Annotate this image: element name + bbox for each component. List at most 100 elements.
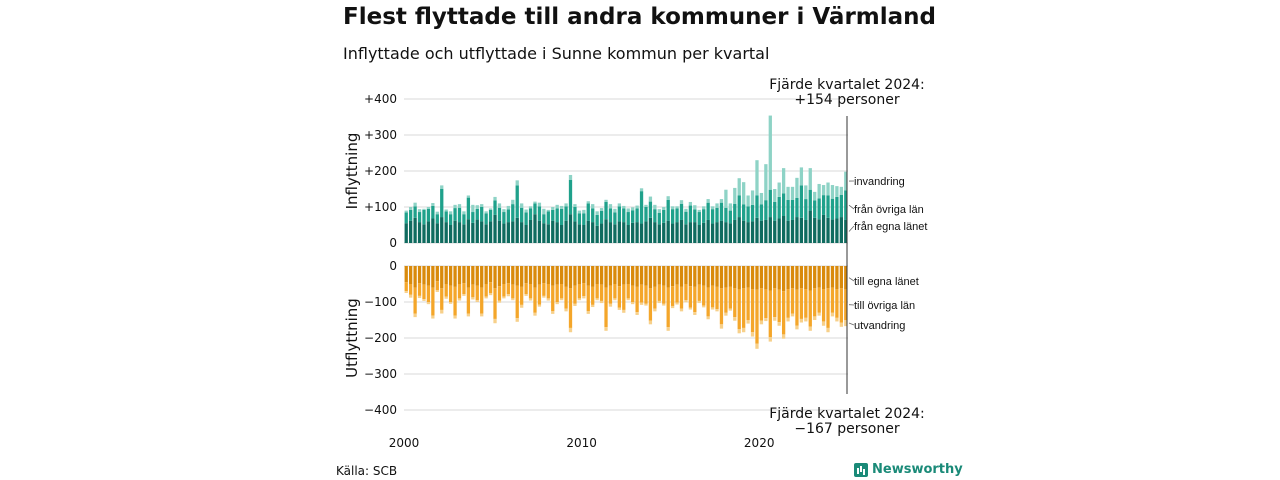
bar-segment	[484, 211, 488, 214]
bar-segment	[440, 266, 444, 289]
bar-segment	[582, 225, 586, 243]
bar-segment	[693, 222, 697, 243]
bar-segment	[511, 204, 515, 222]
bar-segment	[568, 288, 573, 328]
bar-segment	[524, 266, 528, 284]
bar-segment	[648, 217, 653, 243]
bar-segment	[844, 171, 848, 191]
brand-logo: Newsworthy	[854, 462, 963, 477]
bar-segment	[773, 266, 777, 289]
bar-segment	[409, 220, 413, 243]
bar-segment	[662, 266, 666, 286]
bar-segment	[568, 180, 573, 215]
bar-segment	[493, 266, 497, 289]
bar-segment	[404, 223, 408, 243]
bar-segment	[808, 290, 812, 327]
bar-segment	[604, 266, 608, 288]
bar-segment	[755, 160, 759, 196]
bar-segment	[466, 195, 471, 198]
bar-segment	[591, 266, 595, 287]
bar-segment	[542, 208, 546, 215]
bar-segment	[715, 266, 719, 287]
bar-segment	[462, 283, 466, 295]
bar-segment	[639, 266, 644, 285]
bar-segment	[648, 266, 653, 289]
bar-segment	[795, 289, 799, 326]
bar-segment	[724, 222, 728, 243]
bar-segment	[506, 283, 510, 295]
bar-segment	[773, 189, 777, 202]
bar-segment	[813, 266, 817, 289]
bar-segment	[448, 302, 453, 304]
legend-label: till övriga län	[854, 300, 915, 312]
bar-segment	[604, 327, 608, 331]
bar-segment	[644, 303, 648, 306]
bar-segment	[595, 214, 599, 226]
bar-segment	[497, 203, 502, 208]
bar-segment	[804, 199, 808, 220]
bar-segment	[604, 199, 608, 202]
bar-segment	[764, 266, 768, 290]
bar-segment	[644, 221, 648, 243]
bar-segment	[444, 296, 448, 299]
legend-label: invandring	[854, 176, 905, 188]
bar-segment	[635, 208, 639, 223]
bar-segment	[480, 266, 484, 288]
bar-segment	[786, 289, 790, 318]
bar-segment	[746, 320, 750, 324]
bar-segment	[595, 298, 599, 301]
bar-segment	[710, 206, 715, 210]
bar-segment	[742, 327, 746, 333]
bar-segment	[568, 327, 573, 333]
bar-segment	[564, 220, 568, 243]
bar-segment	[564, 266, 568, 287]
bar-segment	[488, 282, 493, 293]
bar-segment	[506, 205, 510, 210]
bar-segment	[670, 206, 675, 210]
bar-segment	[586, 201, 590, 204]
bar-segment	[586, 203, 590, 221]
bar-segment	[715, 309, 719, 312]
bar-segment	[440, 185, 444, 189]
bar-segment	[573, 204, 577, 207]
bar-segment	[759, 320, 764, 325]
bar-segment	[804, 317, 808, 322]
bar-segment	[702, 222, 706, 243]
bar-segment	[821, 185, 826, 196]
bar-segment	[564, 286, 568, 309]
bar-segment	[813, 217, 817, 243]
bar-segment	[626, 212, 630, 225]
bar-segment	[622, 309, 626, 313]
bar-segment	[533, 203, 537, 215]
bar-segment	[475, 300, 479, 302]
bar-segment	[537, 284, 542, 305]
bar-segment	[631, 207, 635, 211]
bar-segment	[595, 266, 599, 284]
bar-segment	[417, 222, 422, 243]
bar-segment	[790, 266, 795, 289]
bar-segment	[617, 266, 621, 287]
bar-segment	[746, 206, 750, 223]
bar-segment	[839, 194, 843, 218]
bar-segment	[622, 266, 626, 285]
bar-segment	[715, 207, 719, 223]
bar-segment	[617, 203, 621, 207]
bar-segment	[742, 220, 746, 243]
bar-segment	[457, 207, 462, 223]
bar-segment	[742, 204, 746, 221]
bar-segment	[804, 185, 808, 200]
bar-segment	[546, 284, 550, 299]
bar-segment	[413, 206, 417, 218]
bar-segment	[693, 205, 697, 210]
bar-segment	[537, 304, 542, 307]
bar-segment	[426, 208, 431, 222]
bar-segment	[710, 307, 715, 310]
bar-segment	[631, 266, 635, 286]
bar-segment	[528, 266, 533, 284]
bar-segment	[662, 285, 666, 304]
bar-segment	[706, 266, 710, 288]
bar-segment	[706, 219, 710, 243]
bar-segment	[444, 211, 448, 223]
bar-segment	[742, 288, 746, 328]
bar-segment	[635, 286, 639, 313]
